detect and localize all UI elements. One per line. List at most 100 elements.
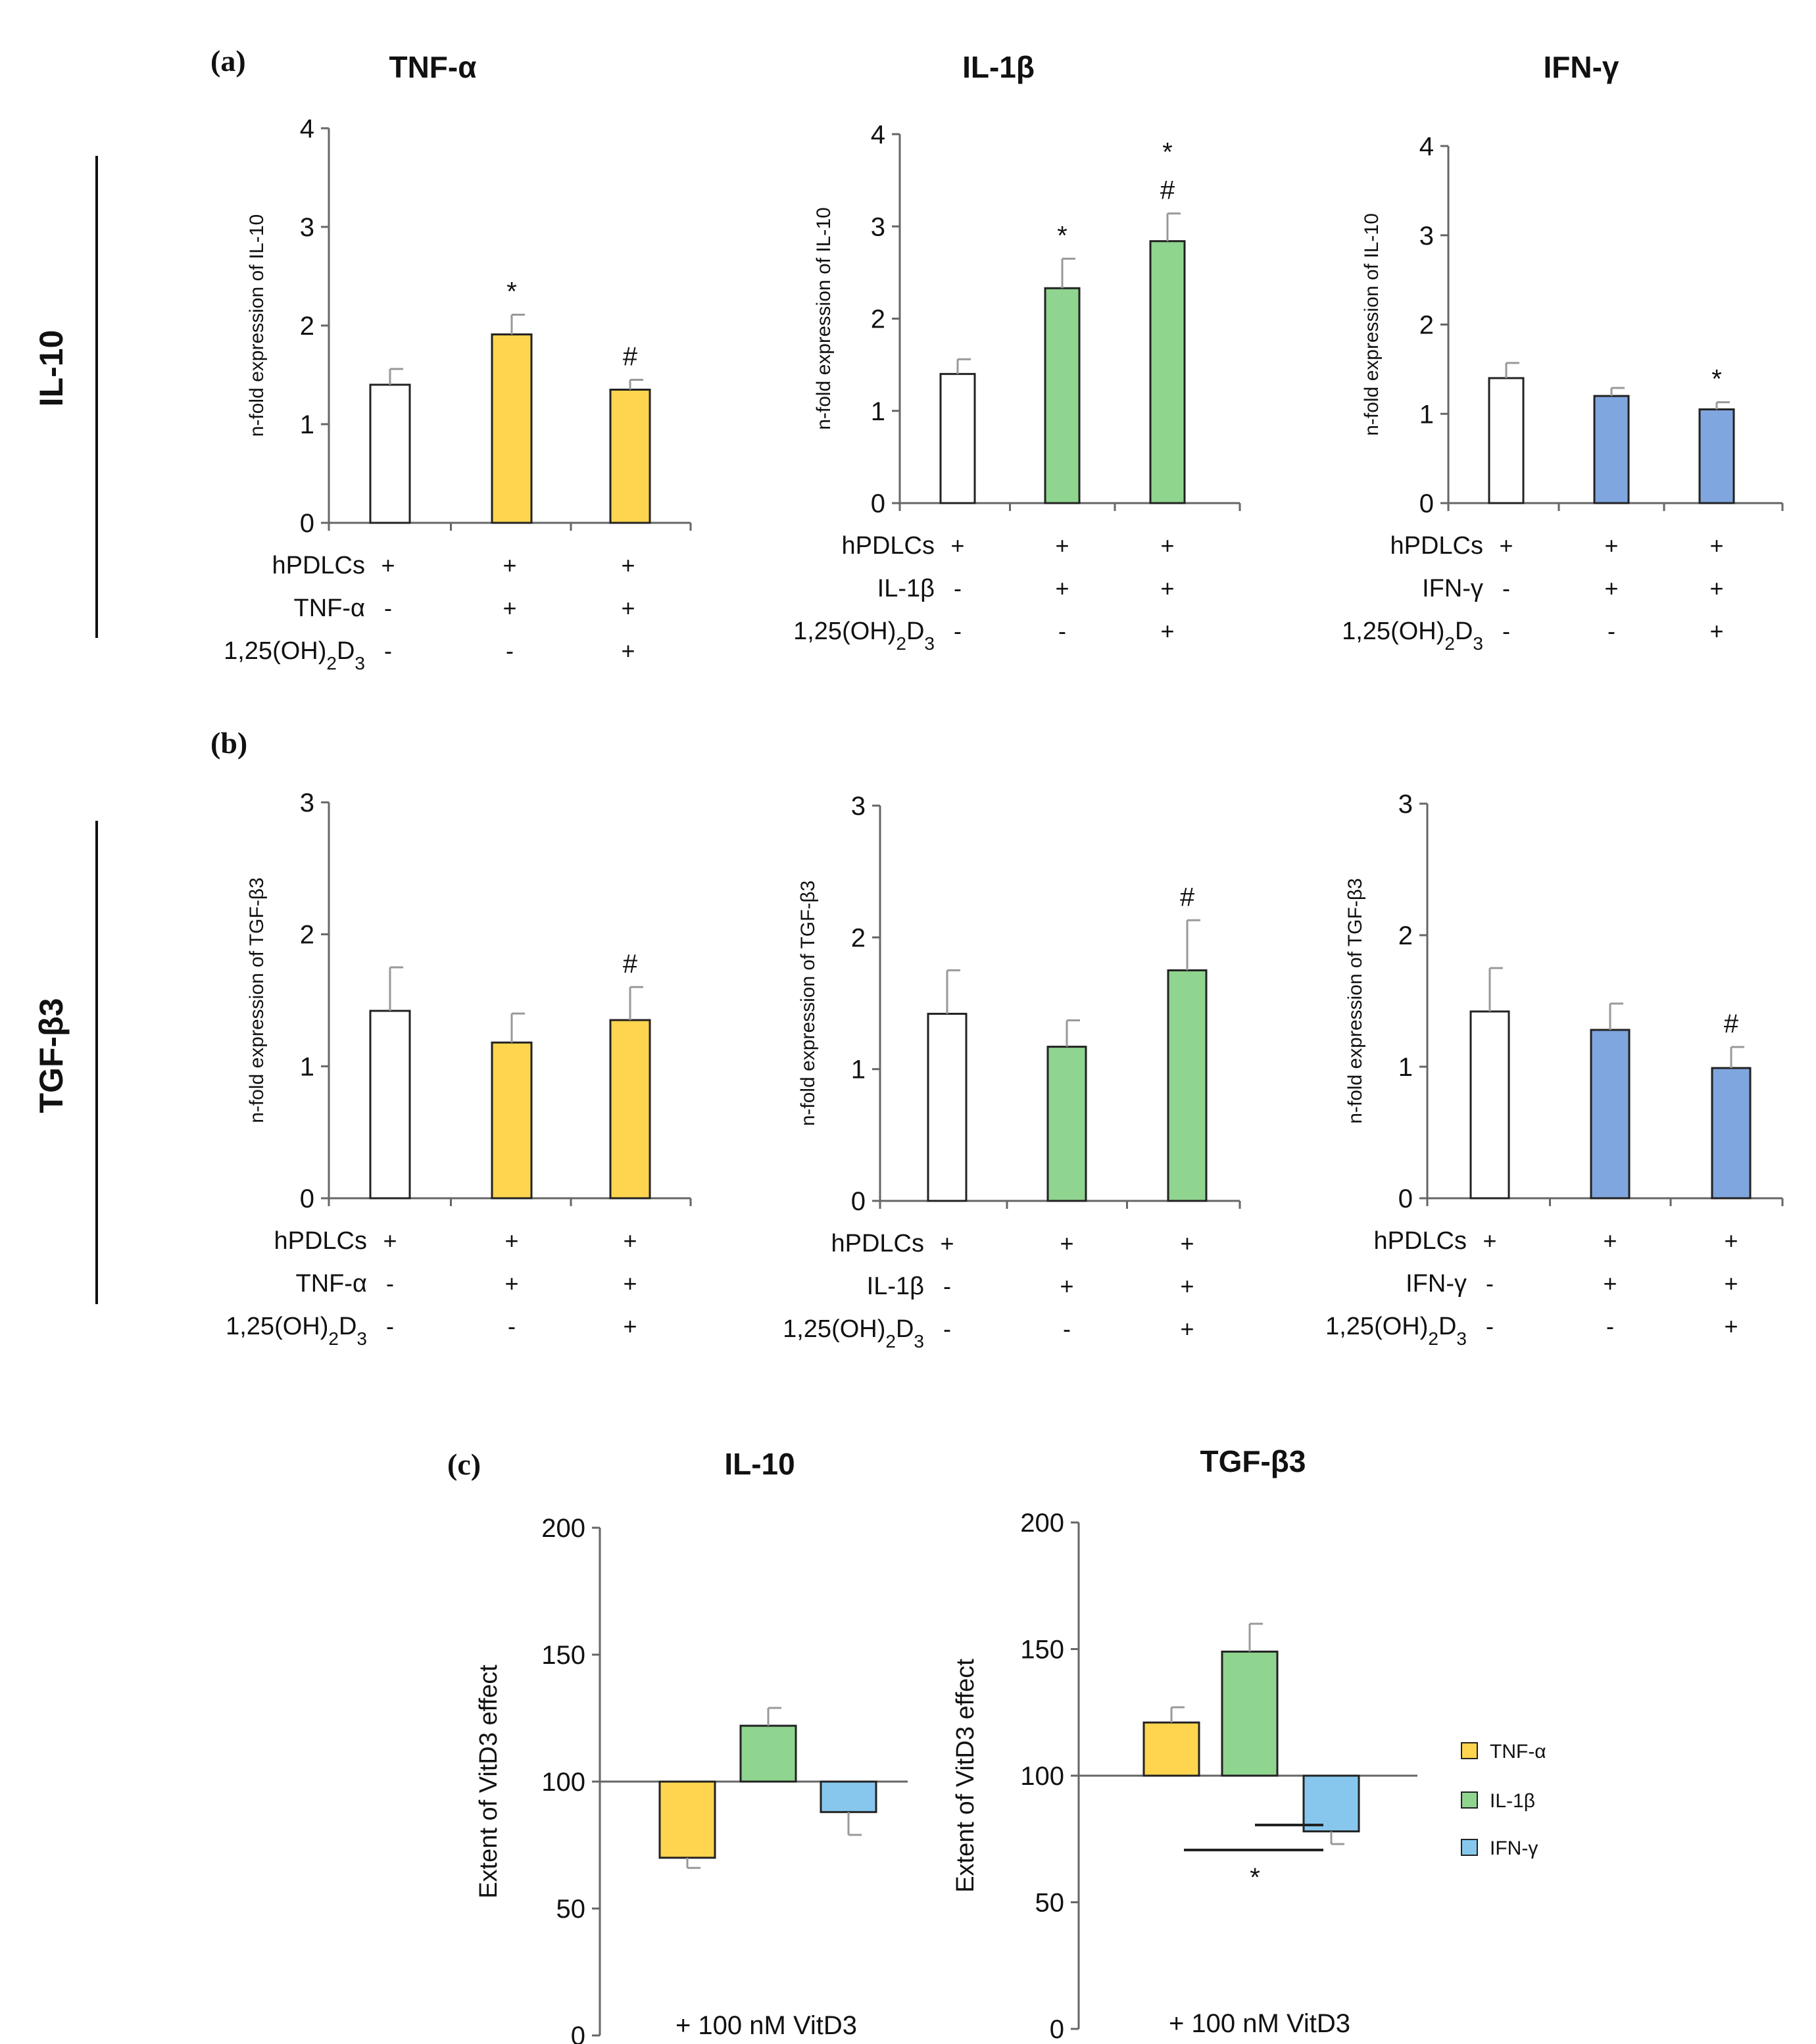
condition-mark: -: [943, 1273, 951, 1300]
bar-1: [1488, 377, 1525, 504]
bar-3: [609, 389, 651, 524]
chart-5: 0 1 2 3 n-fold expression of TGF-β3 # hPDLCs + +…: [783, 792, 1241, 1351]
bar-1: [927, 1013, 968, 1202]
condition-label: IL-1β: [867, 1273, 924, 1300]
condition-mark: +: [1709, 575, 1723, 602]
condition-label: hPDLCs: [831, 1230, 925, 1257]
bar-2: [1221, 1650, 1279, 1777]
condition-mark: -: [384, 637, 392, 664]
condition-mark: -: [1063, 1315, 1071, 1342]
y-tick-label: 0: [871, 489, 885, 518]
bar-3: [1698, 408, 1735, 504]
condition-mark: +: [1060, 1230, 1073, 1257]
condition-label: 1,25(OH)2D3: [224, 637, 365, 673]
condition-mark: +: [1160, 618, 1174, 645]
legend-label-il1b: IL-1β: [1490, 1790, 1535, 1812]
bar-2: [1044, 287, 1081, 504]
condition-mark: +: [1180, 1315, 1194, 1342]
y-axis-label: n-fold expression of TGF-β3: [246, 877, 268, 1123]
condition-mark: -: [1502, 575, 1510, 602]
condition-label: hPDLCs: [1390, 532, 1484, 560]
bar-3: [1149, 240, 1186, 504]
condition-mark: -: [508, 1313, 516, 1340]
condition-mark: +: [1604, 532, 1618, 559]
y-tick-label: 2: [300, 312, 314, 341]
chart-4: 0 1 2 3 n-fold expression of TGF-β3 # hPDLCs + +…: [226, 789, 692, 1349]
row-label-b: TGF-β3: [33, 998, 70, 1113]
y-tick-label: 100: [1020, 1762, 1064, 1791]
y-tick-label: 4: [1419, 132, 1434, 161]
significance-mark: #: [1160, 176, 1175, 205]
condition-mark: +: [1060, 1273, 1073, 1300]
condition-mark: -: [1486, 1270, 1494, 1297]
legend-swatch-il1b: [1461, 1791, 1478, 1809]
condition-mark: +: [383, 1227, 397, 1254]
x-axis-caption: + 100 nM VitD3: [1169, 2009, 1350, 2038]
y-tick-label: 200: [541, 1514, 585, 1543]
legend-swatch-ifng: [1461, 1839, 1478, 1856]
condition-mark: -: [1502, 618, 1510, 645]
condition-mark: +: [940, 1230, 954, 1257]
bar-3: [1167, 969, 1208, 1202]
bar-3: [1711, 1067, 1752, 1200]
y-axis-label: n-fold expression of TGF-β3: [797, 881, 819, 1127]
y-tick-label: 0: [851, 1187, 866, 1216]
chart-title: IL-10: [724, 1447, 795, 1481]
condition-mark: +: [1603, 1227, 1617, 1254]
chart-title: TGF-β3: [1200, 1444, 1306, 1478]
condition-mark: +: [621, 595, 635, 621]
significance-mark: #: [623, 343, 638, 372]
chart-7: IL-10 0 50 100 150 200 Extent of VitD3 effect +…: [475, 1447, 908, 2044]
row-label-a: IL-10: [33, 330, 70, 407]
y-tick-label: 150: [1020, 1636, 1064, 1665]
condition-mark: -: [1606, 1313, 1614, 1340]
panel-label-b: (b): [210, 726, 247, 760]
y-tick-label: 2: [1419, 311, 1434, 340]
y-axis-label: n-fold expression of IL-10: [246, 214, 268, 437]
condition-label: hPDLCs: [1374, 1227, 1467, 1255]
condition-mark: +: [1160, 575, 1174, 602]
y-tick-label: 3: [851, 792, 866, 821]
bar-3: [1302, 1774, 1360, 1833]
y-tick-label: 3: [300, 789, 314, 817]
y-tick-label: 0: [300, 1184, 314, 1213]
condition-label: 1,25(OH)2D3: [783, 1315, 924, 1351]
condition-mark: -: [384, 595, 392, 621]
bar-2: [1593, 395, 1630, 504]
condition-label: hPDLCs: [272, 552, 366, 579]
y-tick-label: 2: [1398, 921, 1413, 950]
y-tick-label: 2: [300, 921, 314, 950]
condition-mark: +: [623, 1270, 637, 1297]
y-tick-label: 0: [1050, 2015, 1064, 2044]
condition-label: 1,25(OH)2D3: [226, 1313, 367, 1349]
condition-label: IFN-γ: [1422, 575, 1483, 602]
y-axis-label: n-fold expression of IL-10: [1361, 213, 1383, 436]
bar-1: [1469, 1010, 1510, 1200]
legend: TNF-α IL-1β IFN-γ: [1461, 1741, 1546, 1859]
bar-3: [609, 1019, 651, 1200]
y-tick-label: 1: [300, 1052, 314, 1081]
condition-mark: +: [623, 1313, 637, 1340]
y-tick-label: 4: [300, 114, 314, 143]
x-axis-caption: + 100 nM VitD3: [675, 2011, 857, 2040]
significance-mark: #: [1180, 883, 1195, 912]
y-tick-label: 50: [556, 1895, 586, 1924]
bar-1: [369, 1010, 411, 1200]
condition-mark: +: [503, 552, 516, 579]
significance-mark: *: [1250, 1863, 1260, 1892]
y-tick-label: 150: [541, 1641, 585, 1670]
condition-label: hPDLCs: [842, 532, 935, 560]
y-tick-label: 4: [871, 120, 885, 149]
chart-title: IL-1β: [962, 50, 1035, 84]
condition-mark: +: [1499, 532, 1513, 559]
y-tick-label: 3: [1419, 222, 1434, 251]
significance-mark: *: [1057, 221, 1068, 250]
panel-label-a: (a): [210, 44, 246, 78]
condition-mark: +: [1055, 575, 1069, 602]
condition-label: hPDLCs: [274, 1227, 368, 1255]
condition-mark: -: [386, 1313, 394, 1340]
y-tick-label: 1: [300, 410, 314, 439]
y-axis-label: Extent of VitD3 effect: [952, 1659, 979, 1893]
y-tick-label: 0: [571, 2022, 585, 2044]
significance-mark: *: [1162, 138, 1173, 167]
